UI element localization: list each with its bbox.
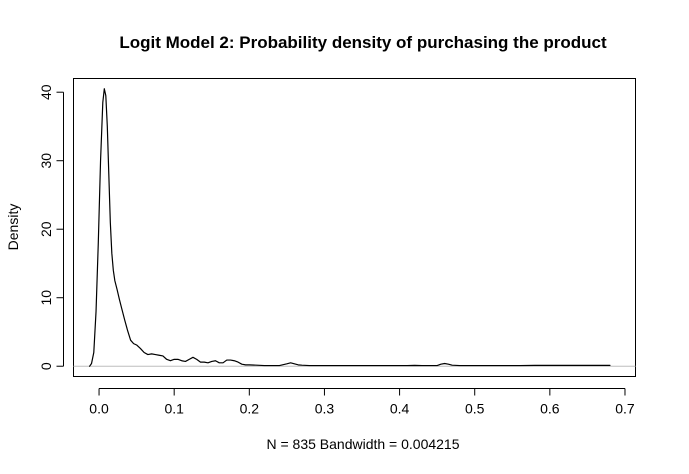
x-axis-label: N = 835 Bandwidth = 0.004215 bbox=[266, 436, 459, 452]
x-tick-label: 0.3 bbox=[315, 401, 335, 417]
chart-title: Logit Model 2: Probability density of pu… bbox=[119, 33, 607, 52]
y-tick-label: 30 bbox=[38, 153, 54, 169]
y-tick-label: 40 bbox=[38, 84, 54, 100]
y-tick-label: 10 bbox=[38, 290, 54, 306]
y-tick-label: 0 bbox=[38, 362, 54, 370]
x-tick-label: 0.5 bbox=[465, 401, 485, 417]
x-tick-label: 0.7 bbox=[615, 401, 635, 417]
x-tick-label: 0.2 bbox=[240, 401, 260, 417]
y-tick-label: 20 bbox=[38, 221, 54, 237]
y-axis-label: Density bbox=[5, 204, 21, 251]
x-tick-label: 0.1 bbox=[164, 401, 184, 417]
x-tick-label: 0.4 bbox=[390, 401, 410, 417]
plot-frame bbox=[73, 78, 636, 377]
x-tick-label: 0.6 bbox=[540, 401, 560, 417]
x-axis-ticks: 0.0 0.1 0.2 0.3 0.4 0.5 0.6 0.7 bbox=[89, 388, 635, 417]
y-axis-ticks: 0 10 20 30 40 bbox=[38, 84, 64, 370]
x-tick-label: 0.0 bbox=[89, 401, 109, 417]
density-curve-line bbox=[89, 88, 611, 367]
